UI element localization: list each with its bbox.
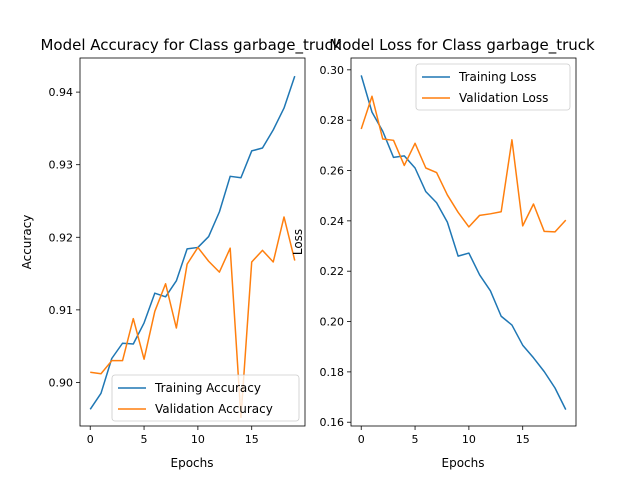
loss-axes-frame [350,57,577,427]
accuracy-series-line-1 [90,216,296,419]
loss-chart: Model Loss for Class garbage_truck Epoch… [291,36,595,470]
loss-y-axis-label: Loss [291,229,305,255]
loss-y-tick-label-5: 0.26 [320,165,345,178]
accuracy-y-tick-label-4: 0.94 [49,86,74,99]
accuracy-x-tick-label-2: 10 [191,433,205,446]
loss-x-tick-label-3: 15 [516,433,530,446]
accuracy-x-tick-label-0: 0 [87,433,94,446]
accuracy-chart-title: Model Accuracy for Class garbage_truck [40,36,341,55]
loss-x-tick-label-2: 10 [462,433,476,446]
accuracy-x-tick-label-1: 5 [141,433,148,446]
accuracy-y-tick-label-2: 0.92 [49,231,74,244]
accuracy-legend-box [111,374,300,422]
loss-y-tick-label-7: 0.30 [320,64,345,77]
loss-y-tick-label-0: 0.16 [320,416,345,429]
loss-y-tick-label-3: 0.22 [320,265,345,278]
loss-series-line-0 [360,75,567,410]
accuracy-x-tick-label-3: 15 [245,433,259,446]
loss-y-tick-label-4: 0.24 [320,215,345,228]
accuracy-plot-area: 0 5 10 15 0.90 0.91 0.92 0.93 0.94 Training Accur… [49,57,306,446]
accuracy-x-axis-label: Epochs [171,456,214,470]
accuracy-series-line-0 [89,75,296,410]
loss-x-tick-label-0: 0 [358,433,365,446]
loss-legend-label-1: Validation Loss [459,91,548,105]
accuracy-y-tick-label-0: 0.90 [49,376,74,389]
accuracy-legend-label-1: Validation Accuracy [155,402,273,416]
loss-legend-label-0: Training Loss [458,70,536,84]
loss-x-axis-label: Epochs [442,456,485,470]
loss-y-tick-label-6: 0.28 [320,114,345,127]
loss-legend: Training Loss Validation Loss [415,63,571,111]
loss-legend-box [415,63,571,111]
accuracy-chart: Model Accuracy for Class garbage_truck E… [20,36,342,470]
accuracy-axes-frame [79,57,306,427]
accuracy-y-tick-label-3: 0.93 [49,159,74,172]
accuracy-y-tick-label-1: 0.91 [49,304,74,317]
accuracy-y-axis-label: Accuracy [20,215,34,270]
loss-y-tick-label-1: 0.18 [320,366,345,379]
loss-series-line-1 [360,95,567,233]
accuracy-legend: Training Accuracy Validation Accuracy [111,374,300,422]
loss-plot-area: 0 5 10 15 0.16 0.18 0.20 0.22 0.24 0.26 0.28 0.30 Tr… [320,57,577,446]
accuracy-legend-label-0: Training Accuracy [154,381,261,395]
loss-y-tick-label-2: 0.20 [320,316,345,329]
loss-x-tick-label-1: 5 [412,433,419,446]
loss-chart-title: Model Loss for Class garbage_truck [329,36,595,55]
